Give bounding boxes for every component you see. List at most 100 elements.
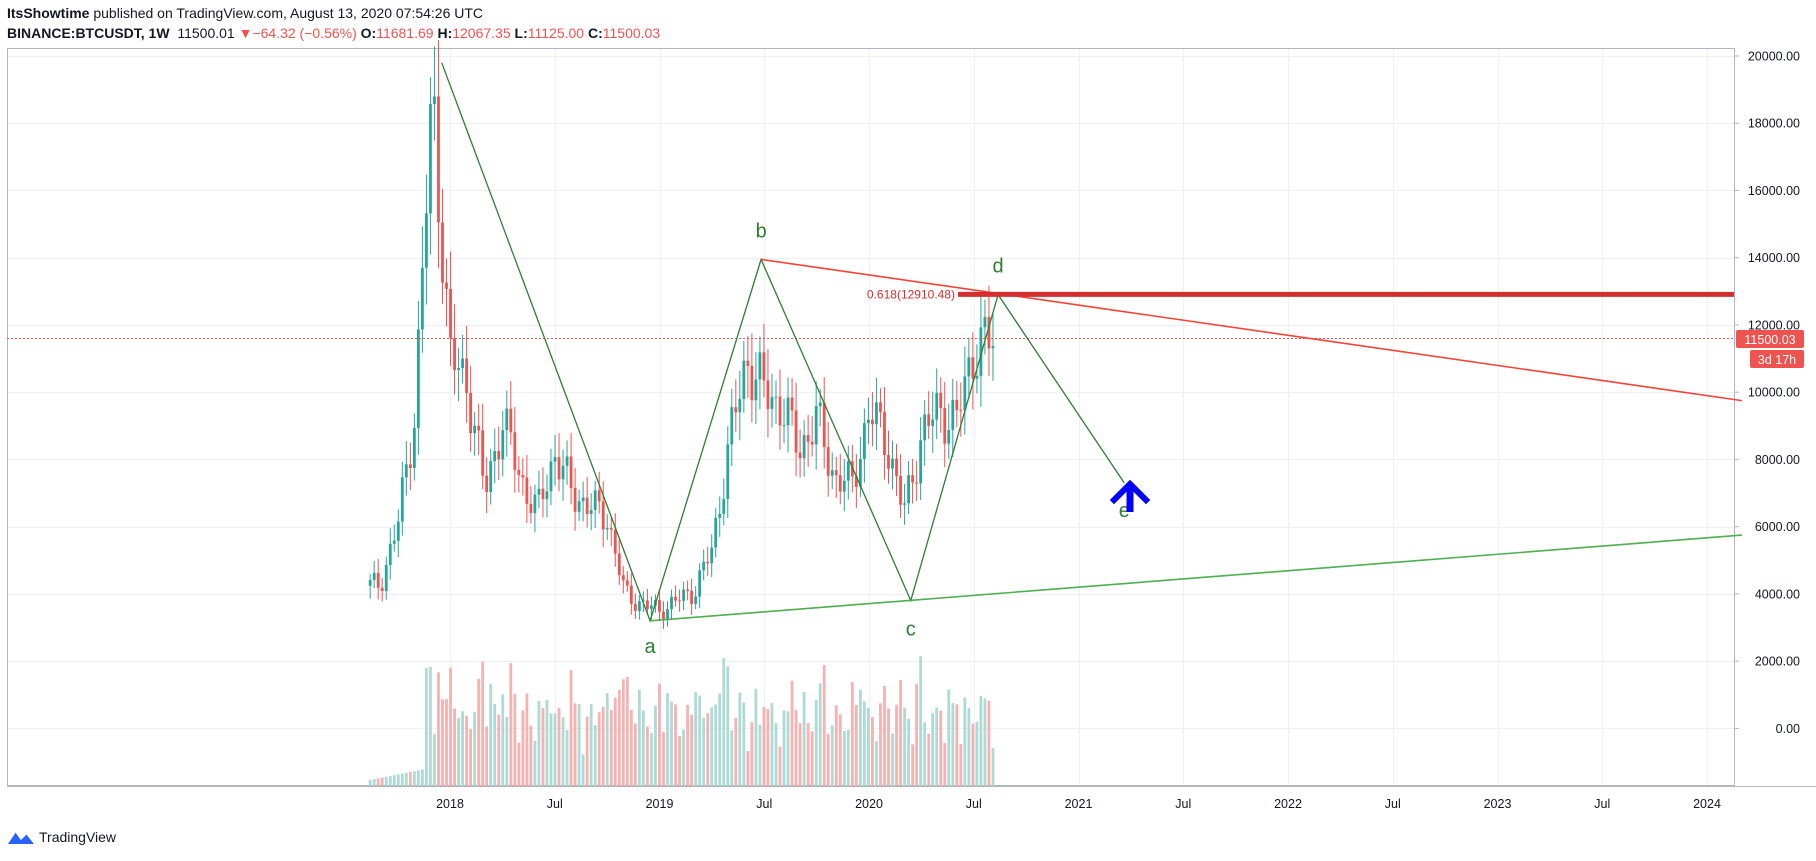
candle-body (931, 419, 935, 426)
wave-label-e: e (1119, 500, 1130, 522)
volume-bar (404, 772, 408, 786)
volume-bar (376, 778, 380, 786)
candle-body (838, 475, 842, 492)
candle-body (730, 407, 734, 445)
candle-body (694, 596, 698, 604)
volume-bar (416, 770, 420, 786)
candle-body (416, 329, 420, 428)
candle-body (818, 402, 822, 407)
volume-bar (650, 733, 653, 786)
volume-bar (862, 701, 866, 786)
volume-bar (473, 712, 477, 786)
candle-body (561, 465, 565, 480)
candle-body (923, 414, 927, 441)
candle-body (501, 430, 505, 460)
candle-body (437, 96, 440, 223)
volume-bar (549, 713, 553, 786)
candle-body (903, 503, 906, 505)
candle-body (935, 392, 939, 420)
current-price-badge: 11500.03 (1736, 330, 1804, 348)
up-arrow-icon[interactable] (1109, 479, 1151, 512)
candle-body (754, 379, 758, 401)
author-name[interactable]: ItsShowtime (7, 5, 90, 21)
candle-body (943, 408, 947, 444)
candle-body (774, 396, 778, 398)
volume-bar (408, 772, 412, 786)
high-label: H: (437, 25, 453, 41)
candle-body (734, 407, 738, 413)
volume-bar (706, 713, 710, 786)
volume-bar (834, 705, 838, 786)
open-value: 11681.69 (376, 25, 434, 41)
volume-bar (561, 717, 565, 786)
time-tick-label: 2020 (855, 797, 883, 811)
candle-body (738, 398, 742, 413)
price-tick-label: 8000.00 (1755, 453, 1800, 467)
volume-bar (625, 677, 629, 786)
candle-body (810, 441, 814, 445)
volume-bar (975, 721, 979, 786)
symbol-name[interactable]: BINANCE:BTCUSDT, 1W (7, 25, 170, 41)
price-change: −64.32 (−0.56%) (252, 25, 357, 41)
candle-body (597, 490, 601, 502)
candle-body (895, 458, 898, 476)
candle-body (871, 419, 874, 425)
candle-body (770, 397, 774, 409)
time-tick-label: Jul (547, 797, 563, 811)
candle-body (947, 429, 951, 444)
volume-bar (609, 709, 613, 786)
time-tick-label: 2021 (1065, 797, 1093, 811)
candle-body (955, 399, 959, 411)
candle-body (919, 440, 923, 484)
volume-bar (670, 701, 673, 786)
wave-line[interactable] (441, 62, 1125, 623)
candle-body (826, 447, 830, 476)
volume-bar (802, 692, 806, 786)
time-axis[interactable]: 2018 Jul 2019 Jul 2020 Jul 2021 Jul 2022 Jul 2023 J… (436, 797, 1721, 811)
tradingview-brand: TradingView (39, 829, 117, 845)
time-tick-label: Jul (966, 797, 982, 811)
bar-countdown: 3d 17h (1758, 353, 1796, 367)
volume-bar (778, 746, 782, 786)
volume-bar (718, 693, 722, 786)
volume-bar (838, 714, 842, 786)
volume-bar (770, 702, 774, 786)
candle-body (525, 477, 529, 504)
candle-body (473, 425, 477, 434)
volume-bar (449, 667, 452, 786)
candle-body (758, 352, 762, 380)
candle-body (485, 475, 489, 493)
volume-bar (658, 683, 661, 786)
volume-bar (935, 707, 939, 786)
volume-bar (858, 689, 862, 786)
volume-bar (505, 716, 509, 786)
volume-bar (457, 718, 460, 786)
volume-bar (879, 703, 882, 786)
volume-bar (545, 699, 549, 786)
volume-bar (686, 704, 689, 786)
candle-body (388, 543, 392, 565)
candle-body (593, 490, 597, 511)
support-trendline[interactable] (650, 534, 1742, 622)
volume-bar (943, 742, 947, 786)
candle-body (766, 380, 770, 409)
candle-body (545, 491, 549, 500)
published-text: published on TradingView.com, August 13,… (93, 5, 484, 21)
volume-bar (461, 711, 464, 786)
volume-bar (911, 744, 915, 786)
volume-bar (887, 708, 890, 786)
footer-brand[interactable]: TradingView (7, 829, 116, 845)
volume-bar (585, 716, 589, 786)
price-axis[interactable]: 20000.00 18000.00 16000.00 14000.00 12000.00… (1734, 50, 1800, 736)
candle-body (927, 414, 931, 426)
volume-bar (854, 704, 858, 786)
candle-body (887, 455, 890, 469)
candle-body (465, 358, 469, 393)
volume-bar (722, 658, 726, 786)
candle-body (907, 475, 910, 504)
candle-body (674, 596, 677, 601)
resistance-trendline[interactable] (761, 258, 1743, 402)
volume-bar (806, 723, 810, 786)
volume-bar (662, 731, 665, 786)
